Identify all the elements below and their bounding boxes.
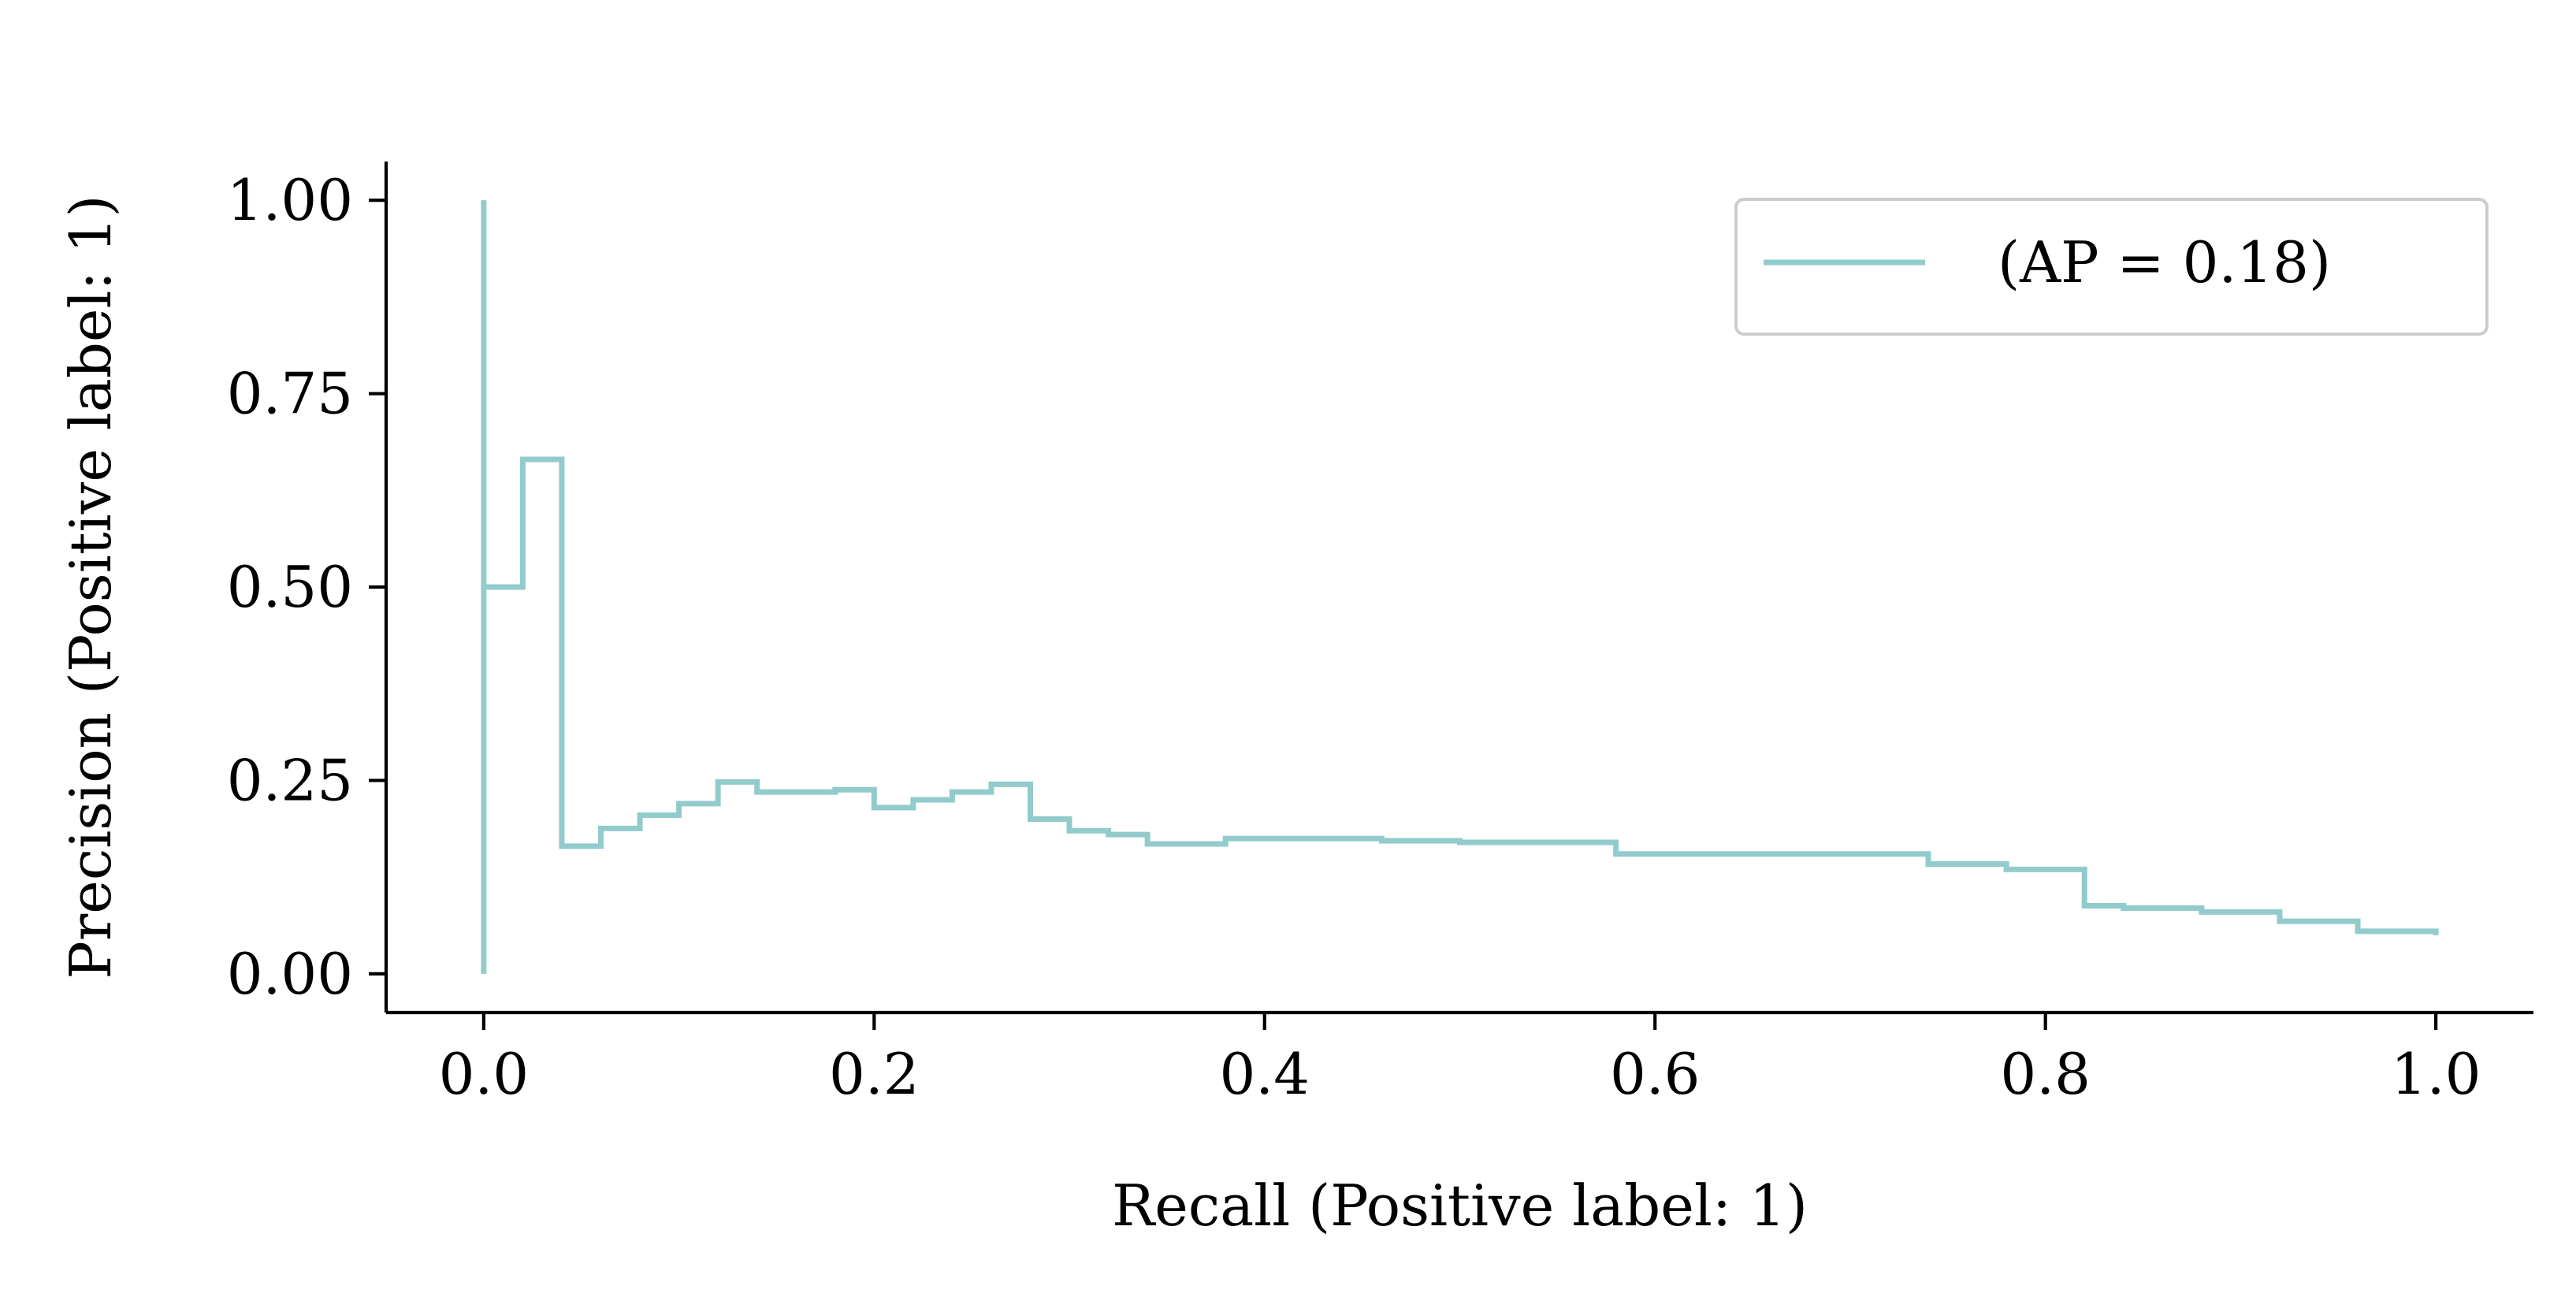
y-axis-ticks: 0.00 0.25 0.50 0.75 1.00 <box>227 167 386 1007</box>
y-tick-label: 1.00 <box>227 167 353 233</box>
legend: (AP = 0.18) <box>1734 198 2489 336</box>
y-tick-label: 0.50 <box>227 554 353 620</box>
y-axis-label: Precision (Positive label: 1) <box>58 195 124 979</box>
x-tick-label: 0.6 <box>1610 1041 1701 1107</box>
x-tick-label: 0.0 <box>439 1041 530 1107</box>
x-tick-label: 0.8 <box>2000 1041 2091 1107</box>
pr-curve-series-0 <box>481 200 2439 974</box>
plot-area <box>481 200 2439 974</box>
legend-box <box>1734 198 2489 336</box>
axes: 0.0 0.2 0.4 0.6 0.8 1.0 0.00 0.25 0.50 0.75 1.00 <box>227 162 2533 1107</box>
x-tick-label: 0.2 <box>829 1041 920 1107</box>
y-tick-label: 0.75 <box>227 361 353 427</box>
y-tick-label: 0.25 <box>227 747 353 813</box>
x-tick-label: 0.4 <box>1220 1041 1310 1107</box>
legend-label: (AP = 0.18) <box>1998 229 2331 295</box>
y-tick-label: 0.00 <box>227 941 353 1007</box>
x-axis-ticks: 0.0 0.2 0.4 0.6 0.8 1.0 <box>439 1013 2481 1107</box>
x-axis-label: Recall (Positive label: 1) <box>1112 1173 1808 1239</box>
x-tick-label: 1.0 <box>2391 1041 2481 1107</box>
